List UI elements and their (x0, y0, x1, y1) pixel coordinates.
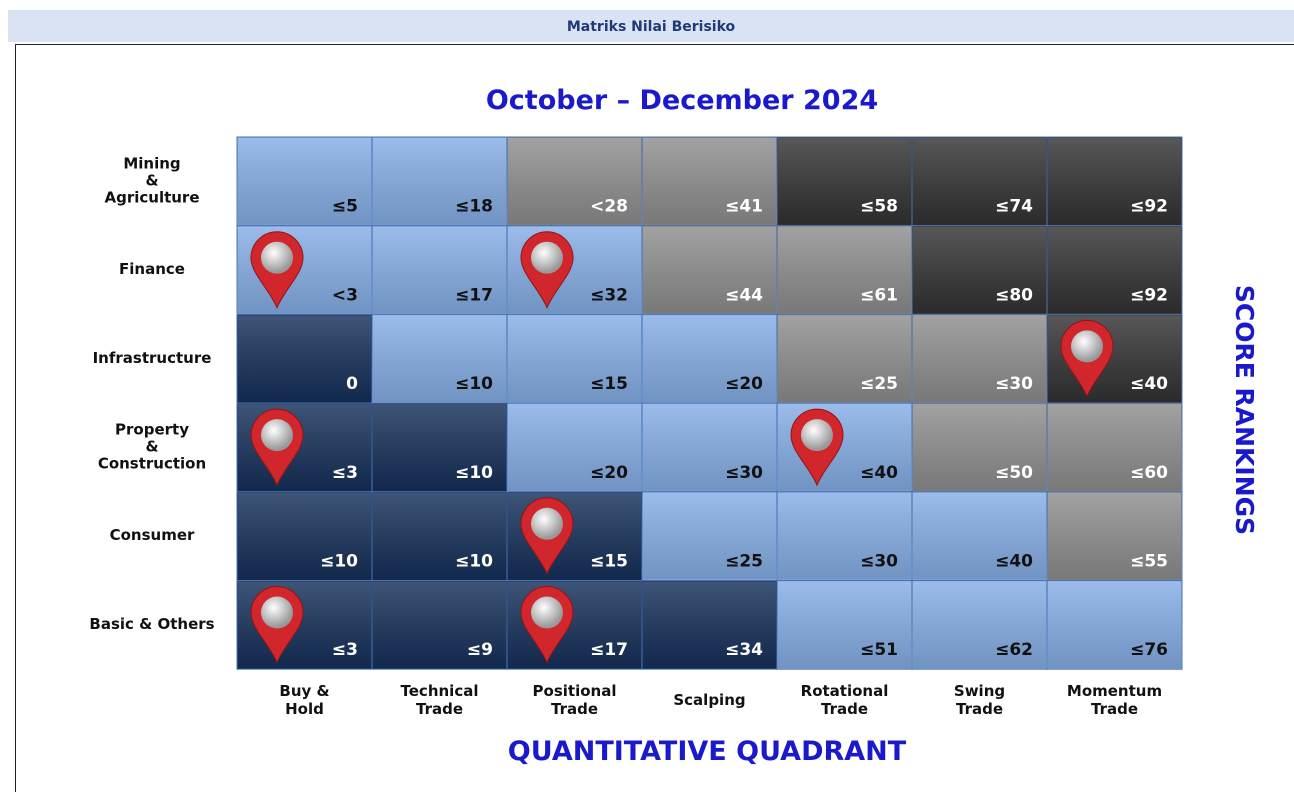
cell-value: ≤15 (590, 552, 628, 572)
cell-value: ≤25 (860, 374, 898, 394)
column-label: Scalping (673, 691, 745, 709)
pin-ball (531, 597, 563, 629)
cell-value: ≤3 (332, 463, 358, 483)
cell-value: ≤10 (320, 552, 358, 572)
cell-value: ≤44 (725, 285, 763, 305)
cell-value: ≤10 (455, 552, 493, 572)
matrix-title: October – December 2024 (486, 85, 878, 116)
cell-value: ≤34 (725, 640, 763, 660)
cell-value: ≤51 (860, 640, 898, 660)
cell-value: ≤60 (1130, 463, 1168, 483)
cell-value: ≤25 (725, 552, 763, 572)
cell-value: ≤3 (332, 640, 358, 660)
row-label: Basic & Others (89, 615, 214, 633)
row-label: Infrastructure (93, 349, 212, 367)
cell-value: 0 (346, 374, 358, 394)
column-label: Buy &Hold (279, 682, 329, 718)
cell-value: ≤74 (995, 197, 1033, 217)
cell-value: ≤9 (467, 640, 493, 660)
matrix-grid: Mining&Agriculture ≤5 ≤18 <28 ≤41 ≤58 ≤74 ≤92 Fi… (89, 137, 1182, 718)
cell-value: <28 (590, 197, 628, 217)
cell-value: <3 (332, 285, 358, 305)
cell-value: ≤30 (995, 374, 1033, 394)
cell-value: ≤5 (332, 197, 358, 217)
row-label: Finance (119, 260, 185, 278)
cell-value: ≤41 (725, 197, 763, 217)
header-title: Matriks Nilai Berisiko (567, 19, 736, 35)
cell-value: ≤50 (995, 463, 1033, 483)
pin-ball (1071, 330, 1103, 362)
row-label: Mining&Agriculture (104, 154, 199, 206)
cell-value: ≤32 (590, 285, 628, 305)
cell-value: ≤17 (455, 285, 493, 305)
pin-ball (261, 597, 293, 629)
cell-value: ≤40 (860, 463, 898, 483)
cell-value: ≤40 (995, 552, 1033, 572)
cell-value: ≤20 (725, 374, 763, 394)
cell-value: ≤10 (455, 374, 493, 394)
pin-ball (261, 419, 293, 451)
cell-value: ≤62 (995, 640, 1033, 660)
cell-value: ≤17 (590, 640, 628, 660)
cell-value: ≤92 (1130, 285, 1168, 305)
cell-value: ≤58 (860, 197, 898, 217)
cell-value: ≤61 (860, 285, 898, 305)
cell-value: ≤15 (590, 374, 628, 394)
cell-value: ≤30 (725, 463, 763, 483)
row-label: Consumer (110, 526, 195, 544)
pin-ball (531, 508, 563, 540)
cell-value: ≤20 (590, 463, 628, 483)
y-axis-title: SCORE RANKINGS (1230, 285, 1259, 535)
pin-ball (261, 242, 293, 274)
cell-value: ≤80 (995, 285, 1033, 305)
cell-value: ≤30 (860, 552, 898, 572)
cell-value: ≤92 (1130, 197, 1168, 217)
pin-ball (531, 242, 563, 274)
cell-value: ≤40 (1130, 374, 1168, 394)
cell-value: ≤55 (1130, 552, 1168, 572)
cell-value: ≤10 (455, 463, 493, 483)
cell-value: ≤18 (455, 197, 493, 217)
x-axis-title: QUANTITATIVE QUADRANT (508, 736, 907, 767)
cell-value: ≤76 (1130, 640, 1168, 660)
pin-ball (801, 419, 833, 451)
row-label: Property&Construction (98, 420, 206, 472)
